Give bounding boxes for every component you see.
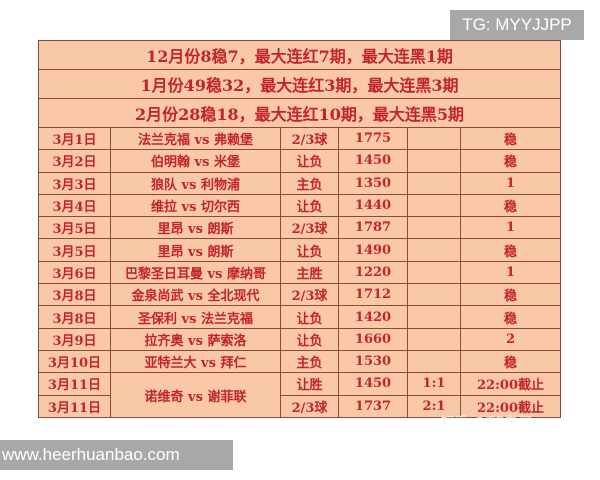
cell-date: 3月2日 (38, 149, 111, 173)
cell-score (407, 216, 461, 240)
cell-date: 3月5日 (38, 216, 111, 240)
cell-score (407, 171, 461, 195)
cell-pick: 让负 (280, 193, 339, 218)
cell-match: 拉齐奥 vs 萨索洛 (110, 327, 281, 351)
cell-num: 1450 (338, 149, 408, 173)
cell-match: 里昂 vs 朗斯 (110, 238, 281, 262)
cell-num: 1490 (338, 238, 408, 262)
cell-match: 伯明翰 vs 米堡 (110, 149, 281, 173)
cell-match: 圣保利 vs 法兰克福 (110, 305, 281, 329)
cell-match: 巴黎圣日耳曼 vs 摩纳哥 (110, 260, 281, 285)
cell-date: 3月3日 (38, 171, 111, 195)
cell-date: 3月8日 (38, 283, 111, 307)
cell-result: 1 (459, 171, 562, 195)
cell-score (407, 349, 461, 374)
summary-january: 1月份49稳32，最大连红3期，最大连黑3期 (37, 69, 562, 99)
results-table: 12月份8稳7，最大连红7期，最大连黑1期 1月份49稳32，最大连红3期，最大… (37, 40, 562, 418)
cell-date: 3月6日 (38, 260, 111, 285)
table-row: 3月9日 拉齐奥 vs 萨索洛 让负 1660 2 (38, 327, 562, 351)
table-row: 3月10日 亚特兰大 vs 拜仁 主负 1530 稳 (38, 349, 562, 374)
table-row: 3月5日 里昂 vs 朗斯 2/3球 1787 1 (38, 216, 562, 240)
cell-result: 稳 (459, 193, 562, 218)
cell-num: 1420 (338, 305, 408, 329)
cell-score (407, 283, 461, 307)
cell-match: 法兰克福 vs 弗赖堡 (110, 126, 281, 151)
cell-result: 1 (459, 216, 562, 240)
table-row: 3月11日 2/3球 1737 2:1 22:00截止 (38, 394, 562, 418)
cell-score: 2:1 (407, 394, 461, 418)
cell-pick: 2/3球 (280, 216, 339, 240)
cell-match: 狼队 vs 利物浦 (110, 171, 281, 195)
table-row: 3月8日 圣保利 vs 法兰克福 让负 1420 稳 (38, 305, 562, 329)
cell-result: 稳 (459, 126, 562, 151)
cell-result: 稳 (459, 349, 562, 374)
cell-date: 3月1日 (38, 126, 111, 151)
table-row: 3月5日 里昂 vs 朗斯 让负 1490 稳 (38, 238, 562, 262)
cell-pick: 让胜 (280, 372, 339, 396)
tg-watermark: TG: MYYJJPP (450, 10, 584, 40)
cell-num: 1440 (338, 193, 408, 218)
cell-pick: 主负 (280, 171, 339, 195)
cell-result: 2 (459, 327, 562, 351)
zhihu-watermark: 知乎 @TC老何 (440, 415, 532, 431)
cell-score (407, 260, 461, 285)
cell-pick: 让负 (280, 238, 339, 262)
cell-date: 3月5日 (38, 238, 111, 262)
cell-num: 1350 (338, 171, 408, 195)
table-row: 3月2日 伯明翰 vs 米堡 让负 1450 稳 (38, 149, 562, 173)
cell-date: 3月9日 (38, 327, 111, 351)
cell-match: 里昂 vs 朗斯 (110, 216, 281, 240)
site-watermark: www.heerhuanbao.com (0, 440, 233, 470)
cell-num: 1450 (338, 372, 408, 396)
cell-date: 3月8日 (38, 305, 111, 329)
table-row: 3月1日 法兰克福 vs 弗赖堡 2/3球 1775 稳 (38, 126, 562, 151)
cell-pick: 主胜 (280, 260, 339, 285)
cell-pick: 主负 (280, 349, 339, 374)
cell-pick: 让负 (280, 149, 339, 173)
cell-result: 稳 (459, 238, 562, 262)
cell-match: 诺维奇 vs 谢菲联 (110, 372, 281, 418)
cell-result: 稳 (459, 283, 562, 307)
cell-match: 金泉尚武 vs 全北现代 (110, 283, 281, 307)
cell-pick: 2/3球 (280, 283, 339, 307)
cell-result: 稳 (459, 305, 562, 329)
summary-december: 12月份8稳7，最大连红7期，最大连黑1期 (37, 40, 562, 70)
cell-result: 1 (459, 260, 562, 285)
cell-result: 22:00截止 (459, 372, 562, 396)
cell-pick: 2/3球 (280, 394, 339, 418)
table-row: 3月11日 诺维奇 vs 谢菲联 让胜 1450 1:1 22:00截止 (38, 372, 562, 418)
cell-pick: 让负 (280, 327, 339, 351)
cell-date: 3月11日 (38, 394, 111, 418)
cell-match: 维拉 vs 切尔西 (110, 193, 281, 218)
cell-score (407, 149, 461, 173)
cell-date: 3月10日 (38, 349, 111, 374)
cell-num: 1787 (338, 216, 408, 240)
cell-score (407, 238, 461, 262)
cell-pick: 2/3球 (280, 126, 339, 151)
cell-num: 1737 (338, 394, 408, 418)
cell-score (407, 305, 461, 329)
cell-num: 1220 (338, 260, 408, 285)
cell-score (407, 327, 461, 351)
cell-score: 1:1 (407, 372, 461, 396)
table-row: 3月4日 维拉 vs 切尔西 让负 1440 稳 (38, 193, 562, 218)
cell-date: 3月4日 (38, 193, 111, 218)
cell-score (407, 126, 461, 151)
cell-num: 1775 (338, 126, 408, 151)
summary-february: 2月份28稳18，最大连红10期，最大连黑5期 (37, 98, 562, 128)
table-row: 3月3日 狼队 vs 利物浦 主负 1350 1 (38, 171, 562, 195)
table-row: 3月8日 金泉尚武 vs 全北现代 2/3球 1712 稳 (38, 283, 562, 307)
cell-match: 亚特兰大 vs 拜仁 (110, 349, 281, 374)
cell-result: 稳 (459, 149, 562, 173)
cell-num: 1660 (338, 327, 408, 351)
cell-result: 22:00截止 (459, 394, 562, 418)
cell-score (407, 193, 461, 218)
cell-pick: 让负 (280, 305, 339, 329)
table-row: 3月6日 巴黎圣日耳曼 vs 摩纳哥 主胜 1220 1 (38, 260, 562, 285)
cell-date: 3月11日 (38, 372, 111, 396)
cell-num: 1712 (338, 283, 408, 307)
cell-num: 1530 (338, 349, 408, 374)
